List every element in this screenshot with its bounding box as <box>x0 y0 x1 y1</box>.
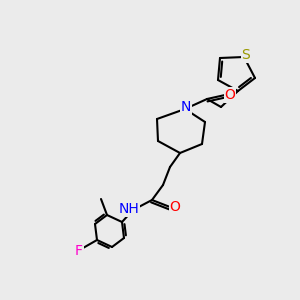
Text: S: S <box>242 48 250 62</box>
Text: N: N <box>181 100 191 114</box>
Text: O: O <box>225 88 236 102</box>
Text: F: F <box>75 244 83 258</box>
Text: NH: NH <box>118 202 140 216</box>
Text: O: O <box>169 200 180 214</box>
